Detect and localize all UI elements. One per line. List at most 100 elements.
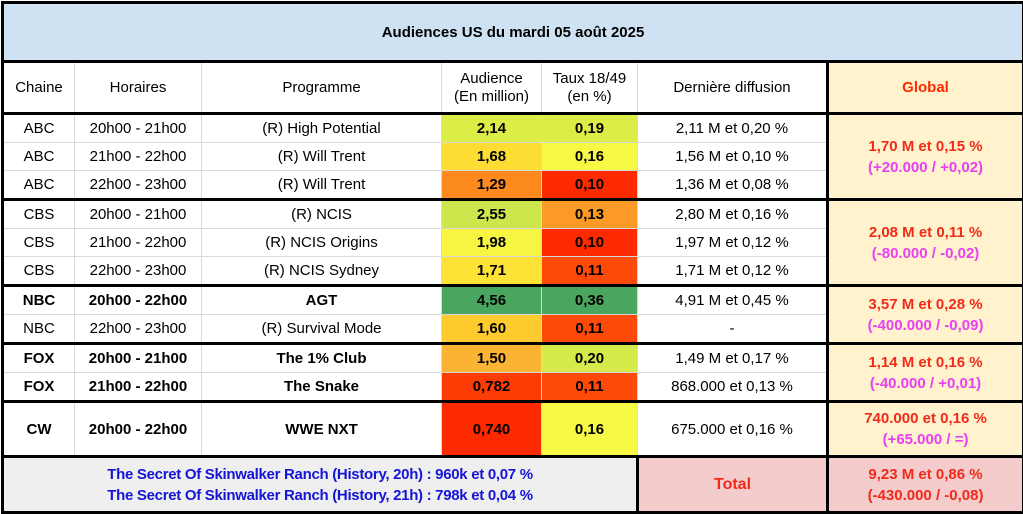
- global-delta: (-400.000 / -0,09): [829, 315, 1022, 336]
- cell-programme: (R) High Potential: [202, 114, 442, 143]
- cell-audience: 2,14: [442, 114, 542, 143]
- cell-chaine: ABC: [3, 114, 75, 143]
- cell-derniere: 1,71 M et 0,12 %: [638, 257, 828, 286]
- header-audience-line2: (En million): [454, 88, 529, 105]
- cell-taux: 0,19: [542, 114, 638, 143]
- cell-derniere: -: [638, 315, 828, 344]
- footer-row: The Secret Of Skinwalker Ranch (History,…: [3, 457, 1023, 513]
- cell-horaires: 21h00 - 22h00: [75, 229, 202, 257]
- cell-programme: (R) NCIS: [202, 200, 442, 229]
- cell-audience: 1,71: [442, 257, 542, 286]
- cell-chaine: FOX: [3, 373, 75, 402]
- cell-taux: 0,36: [542, 286, 638, 315]
- global-value: 1,14 M et 0,16 %: [829, 352, 1022, 373]
- cell-global-fox: 1,14 M et 0,16 %(-40.000 / +0,01): [828, 344, 1023, 402]
- cell-horaires: 21h00 - 22h00: [75, 373, 202, 402]
- total-value: 9,23 M et 0,86 %(-430.000 / -0,08): [828, 457, 1023, 513]
- global-delta: (+65.000 / =): [829, 429, 1022, 450]
- cell-audience: 1,60: [442, 315, 542, 344]
- cell-chaine: CW: [3, 402, 75, 457]
- header-audience-line1: Audience: [460, 70, 523, 87]
- cell-global-cw: 740.000 et 0,16 %(+65.000 / =): [828, 402, 1023, 457]
- global-delta: (-40.000 / +0,01): [829, 373, 1022, 394]
- cell-horaires: 20h00 - 21h00: [75, 344, 202, 373]
- total-main: 9,23 M et 0,86 %: [829, 464, 1022, 485]
- other-program-line: The Secret Of Skinwalker Ranch (History,…: [4, 464, 636, 485]
- cell-programme: WWE NXT: [202, 402, 442, 457]
- cell-programme: (R) Survival Mode: [202, 315, 442, 344]
- header-taux: Taux 18/49(en %): [542, 62, 638, 114]
- global-delta: (+20.000 / +0,02): [829, 157, 1022, 178]
- cell-programme: The Snake: [202, 373, 442, 402]
- header-programme: Programme: [202, 62, 442, 114]
- global-delta: (-80.000 / -0,02): [829, 243, 1022, 264]
- cell-derniere: 1,49 M et 0,17 %: [638, 344, 828, 373]
- header-horaires: Horaires: [75, 62, 202, 114]
- cell-programme: (R) Will Trent: [202, 143, 442, 171]
- cell-horaires: 20h00 - 21h00: [75, 200, 202, 229]
- cell-chaine: CBS: [3, 257, 75, 286]
- cell-horaires: 20h00 - 22h00: [75, 286, 202, 315]
- cell-taux: 0,11: [542, 373, 638, 402]
- cell-chaine: NBC: [3, 315, 75, 344]
- cell-chaine: NBC: [3, 286, 75, 315]
- cell-audience: 4,56: [442, 286, 542, 315]
- cell-programme: (R) NCIS Origins: [202, 229, 442, 257]
- cell-chaine: ABC: [3, 171, 75, 200]
- cell-programme: (R) NCIS Sydney: [202, 257, 442, 286]
- header-row: Chaine Horaires Programme Audience(En mi…: [3, 62, 1023, 114]
- total-delta: (-430.000 / -0,08): [829, 485, 1022, 506]
- table-row: CW 20h00 - 22h00 WWE NXT 0,740 0,16 675.…: [3, 402, 1023, 457]
- cell-global-abc: 1,70 M et 0,15 %(+20.000 / +0,02): [828, 114, 1023, 200]
- cell-programme: (R) Will Trent: [202, 171, 442, 200]
- header-chaine: Chaine: [3, 62, 75, 114]
- global-value: 3,57 M et 0,28 %: [829, 294, 1022, 315]
- cell-horaires: 22h00 - 23h00: [75, 257, 202, 286]
- header-taux-line1: Taux 18/49: [553, 70, 626, 87]
- cell-derniere: 868.000 et 0,13 %: [638, 373, 828, 402]
- cell-taux: 0,10: [542, 229, 638, 257]
- table-title: Audiences US du mardi 05 août 2025: [3, 3, 1023, 62]
- cell-audience: 0,740: [442, 402, 542, 457]
- cell-taux: 0,16: [542, 143, 638, 171]
- cell-horaires: 22h00 - 23h00: [75, 171, 202, 200]
- cell-derniere: 1,97 M et 0,12 %: [638, 229, 828, 257]
- cell-taux: 0,11: [542, 315, 638, 344]
- header-derniere: Dernière diffusion: [638, 62, 828, 114]
- cell-programme: The 1% Club: [202, 344, 442, 373]
- cell-audience: 1,29: [442, 171, 542, 200]
- global-value: 2,08 M et 0,11 %: [829, 222, 1022, 243]
- cell-horaires: 20h00 - 22h00: [75, 402, 202, 457]
- cell-derniere: 2,80 M et 0,16 %: [638, 200, 828, 229]
- cell-taux: 0,11: [542, 257, 638, 286]
- cell-horaires: 20h00 - 21h00: [75, 114, 202, 143]
- table-row: CBS 20h00 - 21h00 (R) NCIS 2,55 0,13 2,8…: [3, 200, 1023, 229]
- cell-derniere: 1,56 M et 0,10 %: [638, 143, 828, 171]
- cell-chaine: ABC: [3, 143, 75, 171]
- global-value: 1,70 M et 0,15 %: [829, 136, 1022, 157]
- cell-horaires: 21h00 - 22h00: [75, 143, 202, 171]
- cell-audience: 1,50: [442, 344, 542, 373]
- cell-chaine: CBS: [3, 229, 75, 257]
- header-global: Global: [828, 62, 1023, 114]
- cell-chaine: CBS: [3, 200, 75, 229]
- cell-derniere: 675.000 et 0,16 %: [638, 402, 828, 457]
- cell-chaine: FOX: [3, 344, 75, 373]
- cell-audience: 1,98: [442, 229, 542, 257]
- header-taux-line2: (en %): [567, 88, 611, 105]
- cell-derniere: 2,11 M et 0,20 %: [638, 114, 828, 143]
- cell-taux: 0,10: [542, 171, 638, 200]
- cell-audience: 1,68: [442, 143, 542, 171]
- cell-derniere: 4,91 M et 0,45 %: [638, 286, 828, 315]
- header-audience: Audience(En million): [442, 62, 542, 114]
- other-programs-note: The Secret Of Skinwalker Ranch (History,…: [3, 457, 638, 513]
- table-row: FOX 20h00 - 21h00 The 1% Club 1,50 0,20 …: [3, 344, 1023, 373]
- other-program-line: The Secret Of Skinwalker Ranch (History,…: [4, 485, 636, 506]
- cell-audience: 2,55: [442, 200, 542, 229]
- total-label: Total: [638, 457, 828, 513]
- cell-global-nbc: 3,57 M et 0,28 %(-400.000 / -0,09): [828, 286, 1023, 344]
- table-row: ABC 20h00 - 21h00 (R) High Potential 2,1…: [3, 114, 1023, 143]
- cell-global-cbs: 2,08 M et 0,11 %(-80.000 / -0,02): [828, 200, 1023, 286]
- cell-taux: 0,16: [542, 402, 638, 457]
